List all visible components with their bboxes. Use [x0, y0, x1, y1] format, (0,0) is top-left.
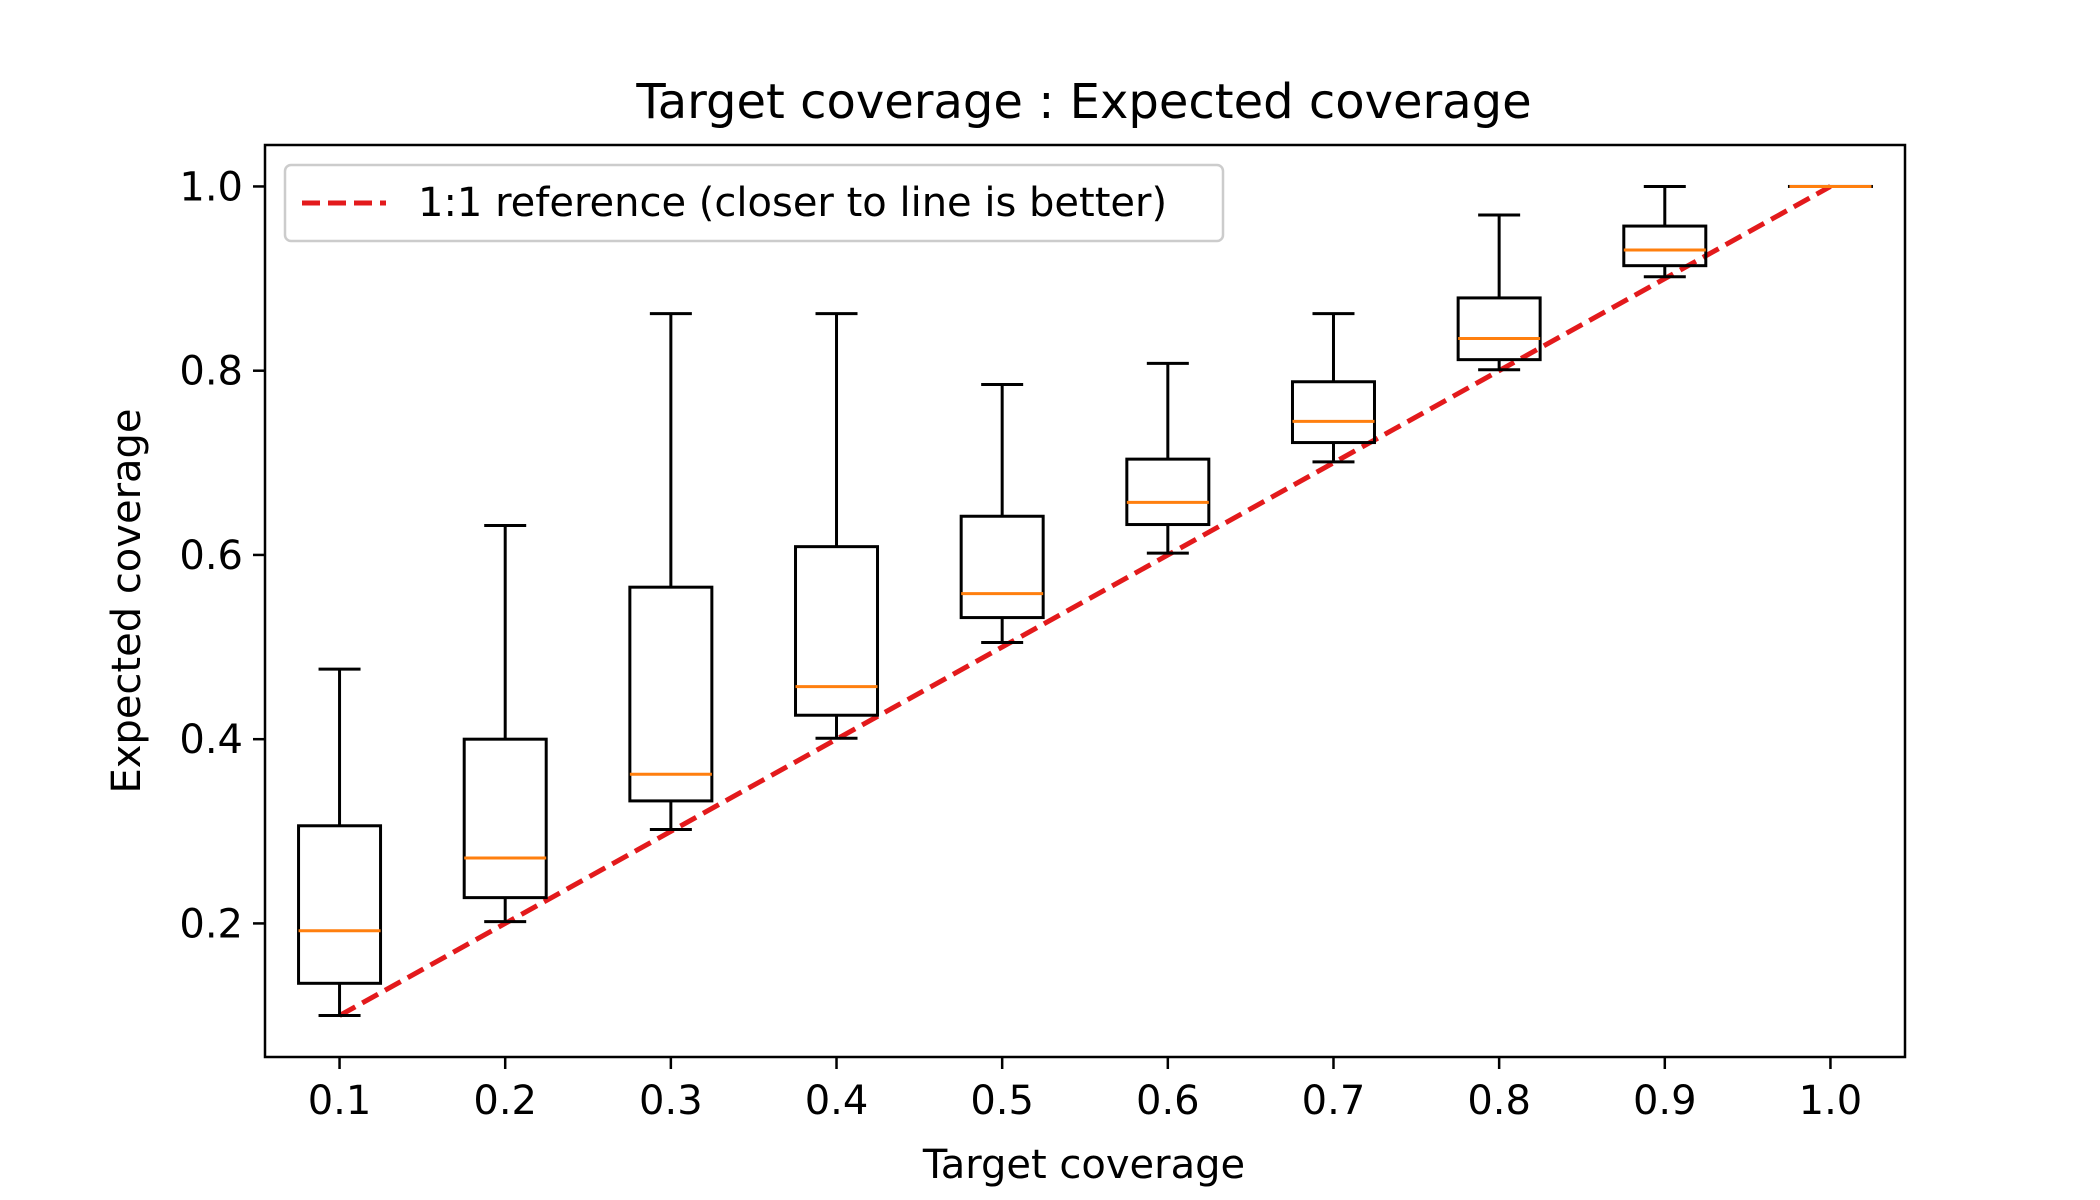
- x-tick-label: 0.2: [473, 1078, 537, 1124]
- x-tick-label: 0.9: [1633, 1078, 1697, 1124]
- box-iqr: [1456, 296, 1542, 362]
- x-tick-label: 0.6: [1136, 1078, 1200, 1124]
- y-tick-label: 0.6: [179, 533, 243, 579]
- box-group: [794, 312, 880, 740]
- box-iqr: [297, 824, 383, 985]
- y-tick-label: 0.8: [179, 349, 243, 395]
- x-tick-label: 0.5: [970, 1078, 1034, 1124]
- box-iqr: [1290, 380, 1376, 445]
- box-iqr: [1125, 457, 1211, 527]
- y-tick-label: 0.4: [179, 717, 243, 763]
- legend-frame: [283, 163, 1225, 243]
- box-group: [1622, 184, 1708, 279]
- box-iqr: [1622, 224, 1708, 268]
- box-group: [1290, 312, 1376, 464]
- x-tick-label: 0.8: [1467, 1078, 1531, 1124]
- box-iqr: [959, 514, 1045, 620]
- box-layer: [297, 184, 1873, 1018]
- y-axis-label: Expected coverage: [104, 408, 150, 793]
- reference-layer: [338, 184, 1832, 1018]
- box-group: [1125, 361, 1211, 555]
- box-group: [628, 312, 714, 831]
- box-group: [1456, 213, 1542, 372]
- box-group: [462, 523, 548, 924]
- x-tick-label: 0.7: [1302, 1078, 1366, 1124]
- reference-line: [338, 184, 1832, 1018]
- y-tick-label: 1.0: [179, 164, 243, 210]
- box-iqr: [628, 585, 714, 803]
- x-tick-label: 1.0: [1799, 1078, 1863, 1124]
- box-group: [959, 383, 1045, 644]
- x-tick-label: 0.4: [805, 1078, 869, 1124]
- chart-title: Target coverage : Expected coverage: [635, 74, 1531, 130]
- x-axis: 0.1 0.2 0.3 0.4 0.5 0.6 0.7 0.8 0.9 1.0: [308, 1057, 1863, 1124]
- box-iqr: [794, 545, 880, 717]
- x-tick-label: 0.3: [639, 1078, 703, 1124]
- legend: 1:1 reference (closer to line is better): [283, 163, 1225, 243]
- y-axis: 0.2 0.4 0.6 0.8 1.0: [179, 164, 265, 947]
- x-tick-label: 0.1: [308, 1078, 372, 1124]
- box-group: [297, 667, 383, 1018]
- y-tick-label: 0.2: [179, 901, 243, 947]
- x-axis-label: Target coverage: [922, 1142, 1245, 1188]
- legend-reference-label: 1:1 reference (closer to line is better): [418, 180, 1167, 226]
- box-iqr: [462, 737, 548, 900]
- axes-frame: [263, 143, 1907, 1059]
